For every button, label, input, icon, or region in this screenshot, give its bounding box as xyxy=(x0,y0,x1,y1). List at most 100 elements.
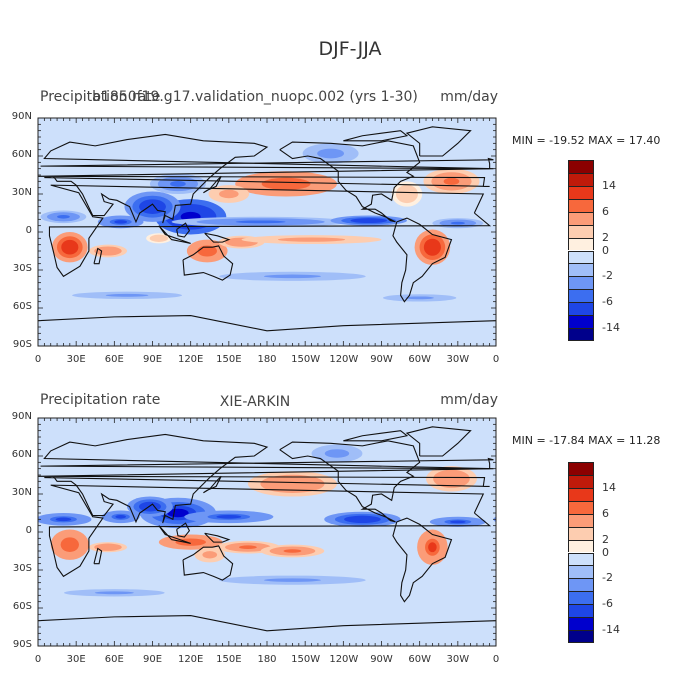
precip-contour-region xyxy=(271,180,301,188)
x-tick-label: 60W xyxy=(408,654,431,665)
precip-contour-region xyxy=(181,540,200,545)
coastline xyxy=(40,157,494,170)
colorbar-swatch xyxy=(568,462,594,475)
precip-contour-region xyxy=(291,238,332,241)
x-tick-label: 0 xyxy=(34,654,42,665)
precip-map-model: 0 30E 60E 90E 120E 150E 180 150W 120W 90W 60W 30W 0 9… xyxy=(0,110,520,375)
y-tick-label: 60N xyxy=(11,449,32,460)
precip-contour-region xyxy=(105,293,149,297)
colorbar-label: 2 xyxy=(602,230,609,244)
precip-contour-region xyxy=(0,178,1,185)
precip-contour-region xyxy=(519,240,520,255)
x-tick-label: 0 xyxy=(492,354,500,365)
colorbar-label: 14 xyxy=(602,178,616,192)
colorbar-swatch xyxy=(568,315,594,329)
precip-contour-region xyxy=(499,210,520,223)
precip-contour-region xyxy=(102,545,114,549)
colorbar-obs: 14 6 2 0 -2 -6 -14 xyxy=(568,462,620,643)
coastline xyxy=(182,245,234,281)
y-tick-label: 60N xyxy=(11,149,32,160)
coastline xyxy=(279,140,421,223)
coastline xyxy=(38,133,494,224)
coastline xyxy=(204,232,231,243)
x-tick-label: 180 xyxy=(257,354,277,365)
colorbar-swatch xyxy=(568,211,594,225)
panel-left-title: Precipitation rate xyxy=(40,89,161,105)
x-tick-label: 0 xyxy=(492,654,500,665)
y-tick-label: 30S xyxy=(12,563,32,574)
colorbar-swatch xyxy=(568,604,594,618)
x-tick-label: 90W xyxy=(370,354,393,365)
coastline xyxy=(343,430,409,442)
coastline xyxy=(392,517,453,603)
precip-contour-region xyxy=(329,450,345,456)
precip-contour-region xyxy=(501,515,520,524)
precip-contour-region xyxy=(94,591,134,595)
y-tick-label: 30N xyxy=(11,487,32,498)
colorbar-label: -6 xyxy=(602,597,613,611)
precip-contour-region xyxy=(239,545,257,549)
colorbar-swatch xyxy=(568,578,594,592)
colorbar-swatch xyxy=(568,552,594,566)
x-tick-label: 30W xyxy=(446,654,470,665)
precip-contour-region xyxy=(223,191,235,197)
panel-units: mm/day xyxy=(440,392,498,408)
colorbar-swatch xyxy=(568,617,594,631)
x-tick-label: 90E xyxy=(142,354,163,365)
x-tick-label: 150W xyxy=(291,654,321,665)
precip-contour-region xyxy=(510,232,520,262)
x-tick-label: 90W xyxy=(370,654,393,665)
precip-contour-region xyxy=(64,242,75,252)
colorbar-label: 0 xyxy=(602,545,609,559)
x-tick-label: 0 xyxy=(34,354,42,365)
colorbar-label: 0 xyxy=(602,243,609,257)
precip-map-obs: 0 30E 60E 90E 120E 150E 180 150W 120W 90W 60W 30W 0 9… xyxy=(0,410,520,675)
precip-contour-region xyxy=(155,236,163,240)
colorbar-swatch xyxy=(568,160,594,173)
coastline xyxy=(405,126,472,157)
colorbar-label: 6 xyxy=(602,506,609,520)
x-tick-label: 150E xyxy=(216,354,242,365)
precip-contour-region xyxy=(515,215,520,219)
precip-contour-region xyxy=(0,475,1,482)
colorbar-model: 14 6 2 0 -2 -6 -14 xyxy=(568,160,620,341)
figure-title: DJF-JJA xyxy=(318,38,382,60)
precip-contour-region xyxy=(514,518,520,522)
y-tick-label: 30N xyxy=(11,187,32,198)
panel-min-max: MIN = -19.52 MAX = 17.40 xyxy=(512,134,661,147)
precip-contour-region xyxy=(201,247,213,255)
precip-contour-region xyxy=(263,274,321,279)
y-tick-label: 90S xyxy=(12,639,32,650)
precip-contour-region xyxy=(502,588,520,598)
x-tick-label: 150E xyxy=(216,654,242,665)
coastline xyxy=(93,247,103,265)
panel-units: mm/day xyxy=(440,89,498,105)
x-tick-label: 30E xyxy=(66,654,86,665)
precip-contour-region xyxy=(508,516,520,522)
precip-contour-region xyxy=(444,475,459,483)
precip-contour-region xyxy=(114,220,128,224)
x-tick-label: 120E xyxy=(177,654,204,665)
precip-contour-region xyxy=(427,242,438,253)
colorbar-swatch xyxy=(568,172,594,186)
x-tick-label: 60E xyxy=(104,654,124,665)
coastline xyxy=(204,532,231,543)
x-tick-label: 180 xyxy=(257,654,277,665)
precip-contour-region xyxy=(0,470,12,488)
precip-contour-region xyxy=(402,190,412,198)
colorbar-swatch xyxy=(568,591,594,605)
coastline xyxy=(38,315,496,332)
panel-center-title: b1850f19.g17.validation_nuopc.002 (yrs 1… xyxy=(92,89,418,105)
y-tick-label: 0 xyxy=(25,525,32,536)
y-tick-label: 60S xyxy=(12,601,32,612)
y-tick-label: 90N xyxy=(11,111,32,122)
coastline xyxy=(48,184,492,278)
colorbar-label: 14 xyxy=(602,480,616,494)
precip-contour-region xyxy=(428,542,437,553)
coastline xyxy=(405,426,472,457)
x-tick-label: 120E xyxy=(177,354,204,365)
colorbar-label: -2 xyxy=(602,571,613,585)
precip-contour-region xyxy=(263,578,321,582)
y-tick-label: 90S xyxy=(12,339,32,350)
colorbar-label: -14 xyxy=(602,321,620,335)
